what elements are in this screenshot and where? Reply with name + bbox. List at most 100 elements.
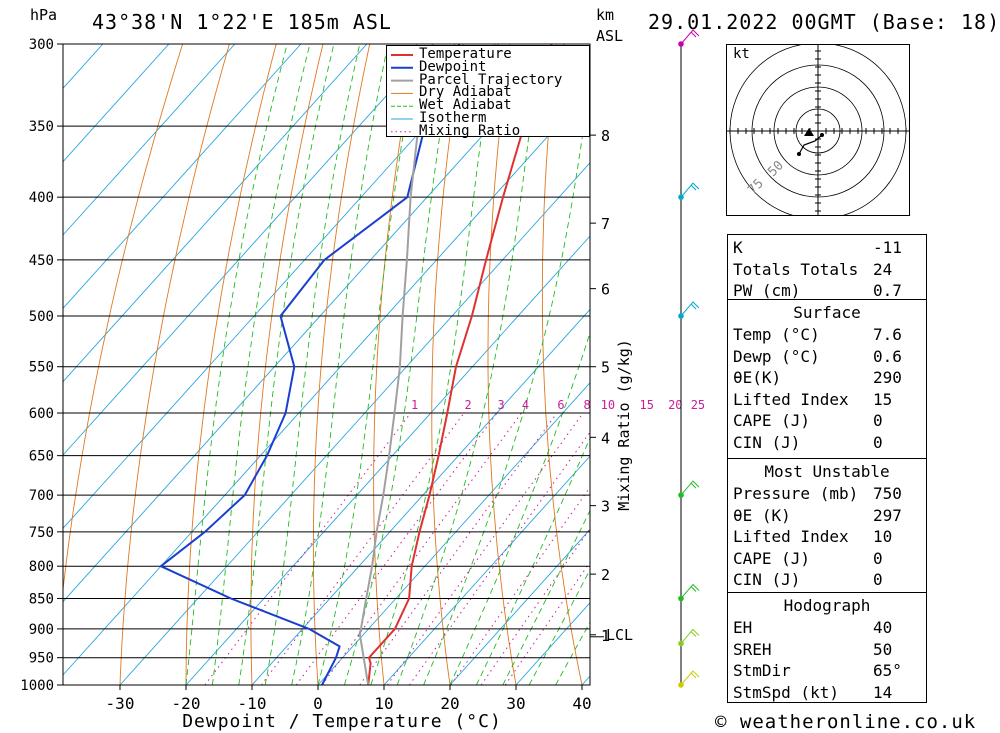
km-label: 5: [601, 359, 610, 377]
pressure-label: 400: [29, 190, 54, 206]
index-value: 0.6: [873, 346, 902, 366]
index-value: -11: [873, 238, 902, 257]
index-label: StmDir: [733, 661, 791, 680]
mixing-ratio-axis-label: Mixing Ratio (g/kg): [615, 339, 633, 511]
index-label: StmSpd (kt): [733, 682, 839, 702]
dry-adiabat-line: [119, 44, 230, 685]
index-value: 14: [873, 682, 893, 702]
x-tick-label: 0: [313, 694, 323, 713]
legend-item: Temperature: [419, 46, 512, 62]
mixing-ratio-line: [504, 561, 590, 685]
temperature-line: [367, 44, 553, 685]
index-label: Temp (°C): [733, 325, 820, 344]
section-title: Most Unstable: [764, 462, 890, 481]
hodograph-trace: [798, 134, 823, 155]
mixing-ratio-label: 1: [411, 398, 418, 412]
wet-adiabat-line: [502, 509, 590, 685]
wet-adiabat-line: [528, 568, 590, 685]
x-tick-label: 10: [374, 694, 393, 713]
isotherm-line: [63, 44, 368, 383]
pressure-unit: hPa: [30, 6, 58, 24]
index-label: Lifted Index: [733, 389, 849, 409]
mixing-ratio-line: [359, 412, 558, 685]
isotherm-line: [383, 455, 590, 685]
wind-barb: [680, 301, 700, 317]
height-unit-km: km: [596, 6, 615, 24]
isotherm-line: [63, 44, 566, 603]
x-tick-label: 30: [506, 694, 525, 713]
index-value: 297: [873, 505, 902, 525]
plot-frame: [62, 43, 591, 686]
index-value: 15: [873, 389, 893, 409]
mixing-ratio-label: 6: [557, 398, 564, 412]
index-value: 10: [873, 527, 893, 546]
pressure-label: 350: [29, 119, 54, 135]
x-tick-label: 20: [440, 694, 459, 713]
pressure-label: 1000: [20, 678, 54, 694]
height-unit-asl: ASL: [596, 27, 624, 45]
mixing-ratio-line: [321, 412, 522, 685]
wet-adiabat-line: [449, 331, 590, 685]
dry-adiabat-line: [978, 44, 1000, 685]
index-value: 40: [873, 618, 893, 637]
isotherm-line: [63, 44, 302, 310]
mixing-ratio-label: 8: [583, 398, 590, 412]
index-label: CIN (J): [733, 432, 801, 452]
index-label: Pressure (mb): [733, 484, 859, 503]
wind-barb: [680, 182, 700, 198]
hodograph-point: [820, 133, 824, 137]
dry-adiabat-line: [250, 44, 324, 685]
wind-barb: [680, 29, 700, 45]
km-label: 2: [601, 566, 610, 584]
x-tick-label: -30: [106, 694, 135, 713]
index-value: 290: [873, 368, 902, 387]
km-label: 3: [601, 498, 610, 516]
legend-item: Dewpoint: [419, 58, 487, 75]
legend-item: Dry Adiabat: [419, 84, 512, 101]
indices-top-box: K -11 Totals Totals 24 PW (cm) 0.7: [727, 234, 927, 300]
pressure-label: 800: [29, 559, 54, 575]
hodograph-indices-box: Hodograph EH 40 SREH 50 StmDir 65° StmSpd (kt) 1…: [727, 592, 927, 703]
storm-motion-marker: [804, 128, 814, 136]
legend-item: Parcel Trajectory: [419, 71, 563, 88]
pressure-label: 700: [29, 488, 54, 504]
index-value: 0: [873, 548, 883, 568]
dry-adiabat-line: [431, 44, 464, 685]
wet-adiabat-line: [211, 44, 311, 685]
km-label: 1: [601, 627, 610, 645]
location-title: 43°38'N 1°22'E 185m ASL: [92, 10, 392, 34]
mixing-ratio-label: 15: [640, 398, 654, 412]
legend: Temperature Dewpoint Parcel Trajectory Dry …: [386, 45, 590, 139]
hodograph-ring-label: 75: [745, 176, 767, 198]
legend-item: Mixing Ratio: [419, 122, 521, 139]
isotherm-line: [63, 88, 590, 676]
most-unstable-box: Most Unstable Pressure (mb) 750 θE (K) 297 Li…: [727, 458, 927, 593]
pressure-label: 850: [29, 591, 54, 607]
legend-item: Isotherm: [419, 110, 487, 126]
km-label: 6: [601, 281, 610, 299]
wind-barb: [680, 670, 700, 686]
hodograph-ring-label: 50: [765, 158, 787, 180]
section-title: Surface: [793, 303, 861, 322]
lcl-label: LCL: [606, 626, 633, 644]
isotherm-line: [449, 528, 590, 685]
index-label: CIN (J): [733, 570, 801, 589]
isotherm-line: [185, 235, 590, 685]
index-value: 24: [873, 259, 893, 279]
isotherm-line: [251, 308, 590, 685]
index-label: K: [733, 238, 743, 257]
index-value: 7.6: [873, 325, 902, 344]
x-tick-label: 40: [572, 694, 591, 713]
wind-barb: [680, 628, 700, 644]
pressure-label: 750: [29, 525, 54, 541]
section-title: Hodograph: [783, 596, 871, 615]
index-label: Totals Totals: [733, 259, 859, 279]
km-label: 4: [601, 429, 610, 447]
isotherm-line: [63, 44, 170, 163]
index-label: SREH: [733, 639, 772, 659]
legend-item: Wet Adiabat: [419, 97, 512, 114]
surface-box: Surface Temp (°C) 7.6 Dewp (°C) 0.6 θE(K) 290 L…: [727, 299, 927, 459]
dry-adiabat-line: [312, 44, 371, 685]
pressure-label: 600: [29, 406, 54, 422]
